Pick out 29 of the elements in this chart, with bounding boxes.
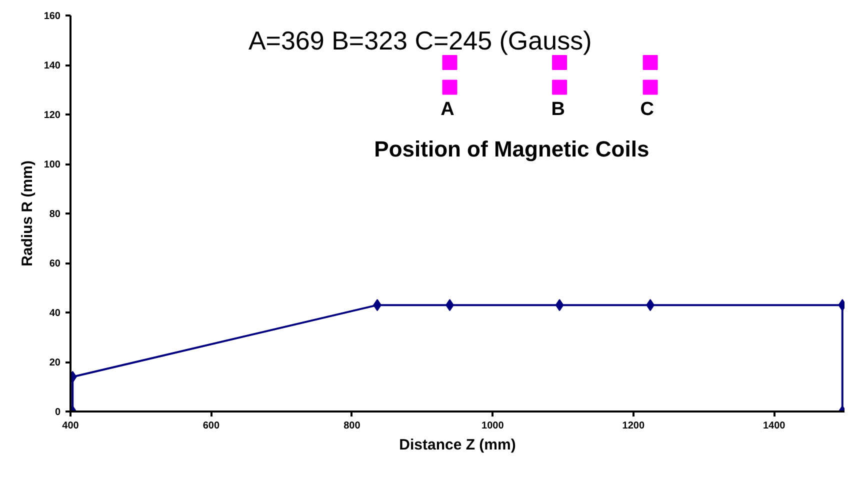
point [642,55,658,70]
point [442,80,458,95]
x-tick-label: 400 [62,420,80,432]
y-tick-label: 60 [49,258,61,270]
x-tick-label: 800 [344,420,361,432]
x-tick-label: 1400 [763,420,786,432]
x-tick-label: 1000 [482,420,504,432]
y-axis-title: Radius R (mm) [18,160,36,266]
y-tick-label: 0 [54,407,61,418]
point [442,55,458,70]
y-tick-label: 20 [49,358,61,368]
x-tick-label: 600 [202,420,220,432]
point [552,55,568,70]
x-axis-title: Distance Z (mm) [399,436,516,454]
annotation: A [440,99,455,120]
annotation: Position of Magnetic Coils [374,136,650,162]
x-tick-label: 1200 [622,420,645,432]
y-tick-label: 80 [49,209,61,220]
annotation: A=369 B=323 C=245 (Gauss) [248,25,592,56]
point [555,299,564,312]
y-tick-label: 160 [44,11,61,22]
point [642,80,658,95]
point [552,80,568,95]
y-tick-label: 40 [49,308,61,319]
annotation: C [640,99,654,120]
y-tick-label: 140 [44,60,61,72]
y-tick-label: 100 [44,160,61,170]
y-tick-label: 120 [44,110,61,121]
annotation: B [551,99,565,120]
